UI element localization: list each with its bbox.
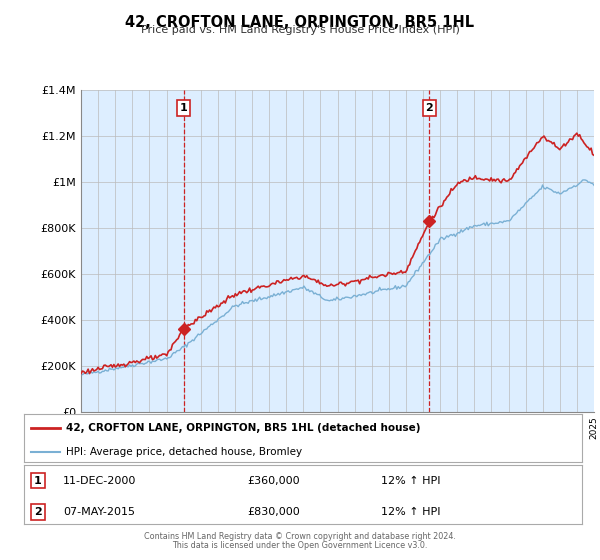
Text: £360,000: £360,000 — [247, 475, 300, 486]
Text: Price paid vs. HM Land Registry's House Price Index (HPI): Price paid vs. HM Land Registry's House … — [140, 25, 460, 35]
Text: 1: 1 — [34, 475, 42, 486]
Text: 12% ↑ HPI: 12% ↑ HPI — [381, 507, 440, 517]
Text: 2: 2 — [425, 103, 433, 113]
Text: £830,000: £830,000 — [247, 507, 300, 517]
Text: 1: 1 — [180, 103, 187, 113]
Text: 2: 2 — [34, 507, 42, 517]
Text: HPI: Average price, detached house, Bromley: HPI: Average price, detached house, Brom… — [66, 446, 302, 456]
Text: 07-MAY-2015: 07-MAY-2015 — [63, 507, 135, 517]
Text: 12% ↑ HPI: 12% ↑ HPI — [381, 475, 440, 486]
Text: This data is licensed under the Open Government Licence v3.0.: This data is licensed under the Open Gov… — [172, 541, 428, 550]
Text: Contains HM Land Registry data © Crown copyright and database right 2024.: Contains HM Land Registry data © Crown c… — [144, 532, 456, 541]
Text: 42, CROFTON LANE, ORPINGTON, BR5 1HL (detached house): 42, CROFTON LANE, ORPINGTON, BR5 1HL (de… — [66, 423, 421, 433]
Text: 42, CROFTON LANE, ORPINGTON, BR5 1HL: 42, CROFTON LANE, ORPINGTON, BR5 1HL — [125, 15, 475, 30]
Text: 11-DEC-2000: 11-DEC-2000 — [63, 475, 136, 486]
